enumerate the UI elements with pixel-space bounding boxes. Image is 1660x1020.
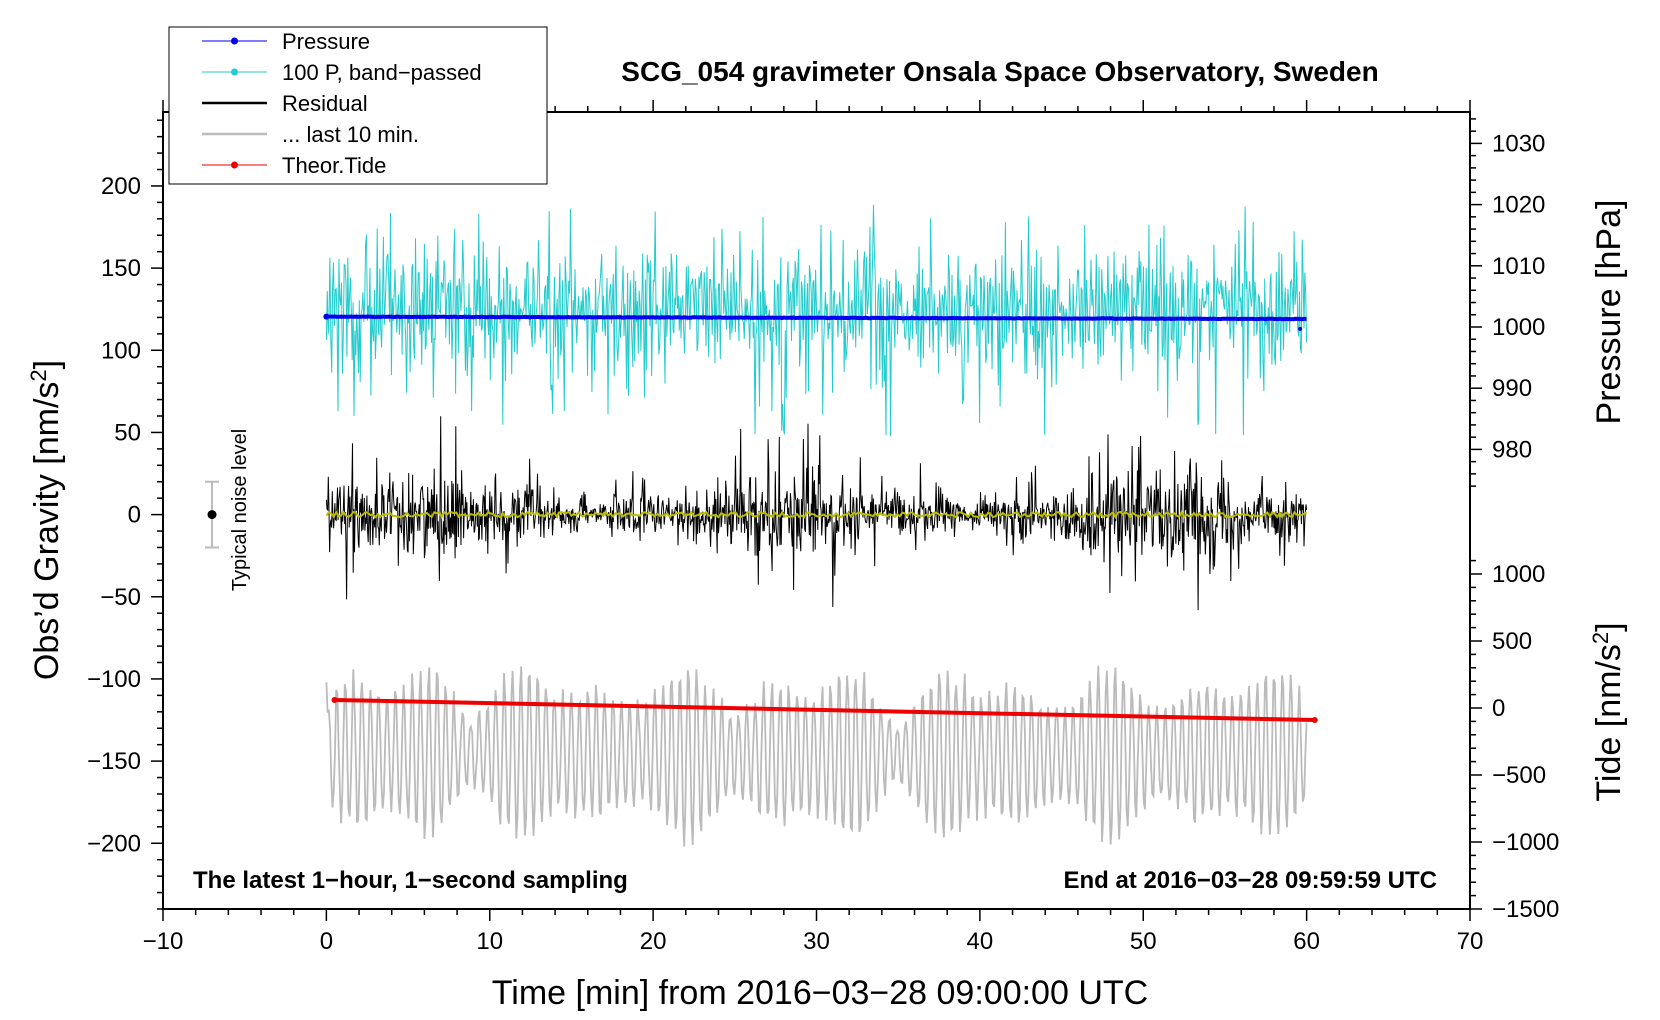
pressure-tick-label: 990 [1492, 375, 1532, 402]
legend: Pressure 100 P, band−passed Residual ... la… [168, 26, 548, 185]
tide-tick-label: 1000 [1492, 561, 1545, 588]
x-tick-label: 30 [803, 928, 830, 955]
pressure-tick-label: 980 [1492, 436, 1532, 463]
bandpassed-layer [325, 204, 1308, 436]
pressure-point [1298, 326, 1303, 331]
x-tick-label: 70 [1457, 928, 1484, 955]
y-left-tick-labels: 200 150 100 50 0 −50 −100 −150 −200 [87, 173, 141, 857]
legend-label: Pressure [282, 29, 370, 54]
y-tick-label: 50 [114, 419, 141, 446]
x-tick-label: 10 [476, 928, 503, 955]
y-tick-label: −100 [87, 666, 141, 693]
tide-tick-label: −1500 [1492, 896, 1559, 923]
y-tick-label: 0 [128, 502, 141, 529]
y-tick-label: 200 [101, 173, 141, 200]
tide-tick-labels: 1000 500 0 −500 −1000 −1500 [1492, 561, 1559, 923]
noise-level-label: Typical noise level [229, 429, 251, 591]
annotation-sampling: The latest 1−hour, 1−second sampling [193, 867, 628, 894]
y-axis-label-left: Obs’d Gravity [nm/s2] [26, 360, 67, 680]
tide-point [1311, 717, 1318, 724]
legend-label: Residual [282, 91, 368, 116]
legend-label: Theor.Tide [282, 153, 386, 178]
y-tick-label: 150 [101, 255, 141, 282]
x-tick-label: 40 [967, 928, 994, 955]
y-axis-label-tide: Tide [nm/s2] [1588, 622, 1629, 801]
tide-tick-label: −1000 [1492, 829, 1559, 856]
bandpassed-line [325, 204, 1308, 436]
annotation-end-time: End at 2016−03−28 09:59:59 UTC [1063, 867, 1437, 894]
tide-point [331, 696, 338, 703]
x-tick-label: 50 [1130, 928, 1157, 955]
pressure-tick-label: 1030 [1492, 130, 1545, 157]
chart-title: SCG_054 gravimeter Onsala Space Observat… [621, 56, 1378, 87]
pressure-tick-label: 1020 [1492, 192, 1545, 219]
smoothed-residual-line [325, 510, 1308, 520]
noise-level-indicator [205, 480, 220, 549]
tide-tick-label: 0 [1492, 695, 1505, 722]
x-tick-label: −10 [143, 928, 184, 955]
pressure-tick-label: 1000 [1492, 314, 1545, 341]
pressure-line [326, 314, 1307, 322]
legend-box [168, 26, 548, 185]
tide-tick-label: 500 [1492, 628, 1532, 655]
y-tick-label: 100 [101, 337, 141, 364]
pressure-tick-label: 1010 [1492, 253, 1545, 280]
legend-marker [231, 37, 238, 45]
legend-marker [231, 68, 238, 76]
x-tick-label: 20 [640, 928, 667, 955]
last10-line [325, 665, 1308, 847]
noise-bar-center [207, 510, 217, 520]
y-axis-label-pressure: Pressure [hPa] [1590, 200, 1628, 425]
pressure-tick-labels: 1030 1020 1010 1000 990 980 [1492, 130, 1545, 463]
y-tick-label: −50 [100, 584, 141, 611]
pressure-layer [323, 313, 1307, 331]
legend-marker [231, 161, 238, 169]
y-tick-label: −150 [87, 748, 141, 775]
x-tick-label: 0 [320, 928, 333, 955]
tide-layer [331, 696, 1318, 724]
last10-layer [325, 665, 1308, 847]
x-axis-label: Time [min] from 2016−03−28 09:00:00 UTC [492, 974, 1148, 1012]
pressure-point [323, 313, 330, 320]
legend-label: ... last 10 min. [282, 122, 419, 147]
x-tick-labels: −10 0 10 20 30 40 50 60 70 [143, 928, 1484, 955]
x-tick-label: 60 [1293, 928, 1320, 955]
y-tick-label: −200 [87, 830, 141, 857]
tide-tick-label: −500 [1492, 762, 1546, 789]
legend-label: 100 P, band−passed [282, 60, 482, 85]
tide-line [334, 697, 1315, 723]
smoothed-layer [325, 510, 1308, 520]
